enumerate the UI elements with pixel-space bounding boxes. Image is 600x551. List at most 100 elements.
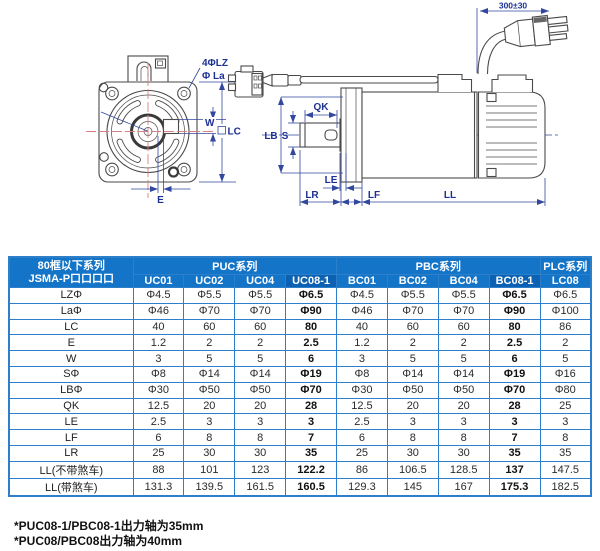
spec-value: Φ5.5 <box>183 287 236 304</box>
spec-value: 3 <box>386 413 439 431</box>
spec-value: 101 <box>183 460 236 479</box>
footnote-line: *PUC08/PBC08出力轴为40mm <box>14 534 183 548</box>
spec-value: 128.5 <box>437 460 490 479</box>
dim-label-s: S <box>282 131 289 142</box>
series-group-header: PBC系列 <box>336 256 541 275</box>
spec-value: Φ50 <box>437 381 490 399</box>
spec-value: 86 <box>539 318 592 336</box>
spec-value: Φ90 <box>285 302 337 320</box>
spec-value: 6 <box>336 429 388 446</box>
spec-value: 3 <box>183 413 236 431</box>
model-column-header: UC02 <box>183 274 236 288</box>
motor-side-view: 300±30 QK LB S LE <box>227 1 569 206</box>
spec-row: LF 6 8 8 7 6 8 8 7 8 <box>8 429 592 446</box>
spec-value: 122.2 <box>285 460 337 479</box>
spec-value: 2.5 <box>132 413 185 431</box>
spec-value: 137 <box>488 460 541 479</box>
spec-value: Φ6.5 <box>488 287 541 304</box>
spec-value: 2.5 <box>285 334 337 352</box>
flange-side <box>340 87 363 183</box>
spec-value: 40 <box>132 318 185 336</box>
spec-value: 5 <box>437 350 490 367</box>
dimension-label: LE <box>8 413 134 431</box>
spec-value: 8 <box>183 429 236 446</box>
spec-value: 86 <box>336 460 388 479</box>
model-column-header: UC08-1 <box>285 274 337 288</box>
table-corner-header: 80框以下系列 JSMA-P口口口口 <box>8 256 134 288</box>
shaft <box>299 122 342 148</box>
spec-value: 147.5 <box>539 460 592 479</box>
cooling-fins <box>486 105 537 165</box>
spec-value: 3 <box>488 413 541 431</box>
spec-value: Φ6.5 <box>539 287 592 304</box>
spec-value: 2 <box>183 334 236 352</box>
motor-front-view: 4ΦLZ Φ La W LC E <box>86 55 243 206</box>
spec-value: 1.2 <box>336 334 388 352</box>
series-group-header: PUC系列 <box>132 256 337 275</box>
spec-value: 131.3 <box>132 477 185 497</box>
spec-row: LaΦ Φ46 Φ70 Φ70 Φ90 Φ46 Φ70 Φ70 Φ90 Φ100 <box>8 302 592 320</box>
spec-row: SΦ Φ8 Φ14 Φ14 Φ19 Φ8 Φ14 Φ14 Φ19 Φ16 <box>8 365 592 383</box>
dim-label-le: LE <box>325 175 338 186</box>
dimension-label: LC <box>8 318 134 336</box>
spec-row: LBΦ Φ30 Φ50 Φ50 Φ70 Φ30 Φ50 Φ50 Φ70 Φ80 <box>8 381 592 399</box>
spec-value: Φ4.5 <box>132 287 185 304</box>
dim-label-lb: LB <box>264 131 277 142</box>
spec-value: 88 <box>132 460 185 479</box>
spec-value: 8 <box>386 429 439 446</box>
spec-value: Φ14 <box>437 365 490 383</box>
spec-value: 35 <box>285 444 337 462</box>
spec-value: Φ70 <box>285 381 337 399</box>
spec-value: 106.5 <box>386 460 439 479</box>
dim-label-lr: LR <box>305 190 319 201</box>
spec-value: 2 <box>234 334 287 352</box>
footnote-line: *PUC08-1/PBC08-1出力轴为35mm <box>14 519 204 533</box>
spec-value: 20 <box>437 397 490 415</box>
dimension-label: LL(带煞车) <box>8 477 134 497</box>
spec-value: 8 <box>234 429 287 446</box>
spec-value: Φ46 <box>336 302 388 320</box>
spec-value: 12.5 <box>336 397 388 415</box>
dim-label-ll: LL <box>444 190 456 201</box>
spec-value: 25 <box>539 397 592 415</box>
spec-value: 1.2 <box>132 334 185 352</box>
spec-value: 6 <box>132 429 185 446</box>
spec-value: 28 <box>285 397 337 415</box>
spec-value: 80 <box>285 318 337 336</box>
spec-value: 25 <box>132 444 185 462</box>
motor-body <box>361 91 478 179</box>
model-column-header: BC04 <box>437 274 490 288</box>
spec-value: Φ70 <box>234 302 287 320</box>
dim-label-w: W <box>205 118 215 129</box>
spec-value: 7 <box>488 429 541 446</box>
keyway-mark <box>162 118 180 135</box>
dim-label-cable-length: 300±30 <box>499 1 528 11</box>
spec-row: LE 2.5 3 3 3 2.5 3 3 3 3 <box>8 413 592 431</box>
dimension-label: E <box>8 334 134 352</box>
spec-value: Φ50 <box>386 381 439 399</box>
spec-value: 30 <box>183 444 236 462</box>
spec-value: 2.5 <box>336 413 388 431</box>
spec-value: 35 <box>539 444 592 462</box>
spec-value: 28 <box>488 397 541 415</box>
spec-value: Φ6.5 <box>285 287 337 304</box>
spec-value: 6 <box>488 350 541 367</box>
spec-value: Φ5.5 <box>386 287 439 304</box>
spec-value: 7 <box>285 429 337 446</box>
spec-value: Φ14 <box>183 365 236 383</box>
spec-value: 60 <box>183 318 236 336</box>
spec-value: 160.5 <box>285 477 337 497</box>
model-column-header: LC08 <box>539 274 592 288</box>
spec-value: Φ16 <box>539 365 592 383</box>
series-group-header: PLC系列 <box>539 256 592 275</box>
spec-value: 20 <box>183 397 236 415</box>
spec-value: 139.5 <box>183 477 236 497</box>
dim-label-phi-la: Φ La <box>202 71 225 82</box>
dim-label-e: E <box>157 195 164 206</box>
spec-value: 8 <box>437 429 490 446</box>
spec-value: 80 <box>488 318 541 336</box>
spec-value: Φ19 <box>285 365 337 383</box>
spec-row: LZΦ Φ4.5 Φ5.5 Φ5.5 Φ6.5 Φ4.5 Φ5.5 Φ5.5 Φ6.5 Φ6.5 <box>8 287 592 304</box>
key-slot <box>324 129 338 141</box>
spec-value: 3 <box>285 413 337 431</box>
